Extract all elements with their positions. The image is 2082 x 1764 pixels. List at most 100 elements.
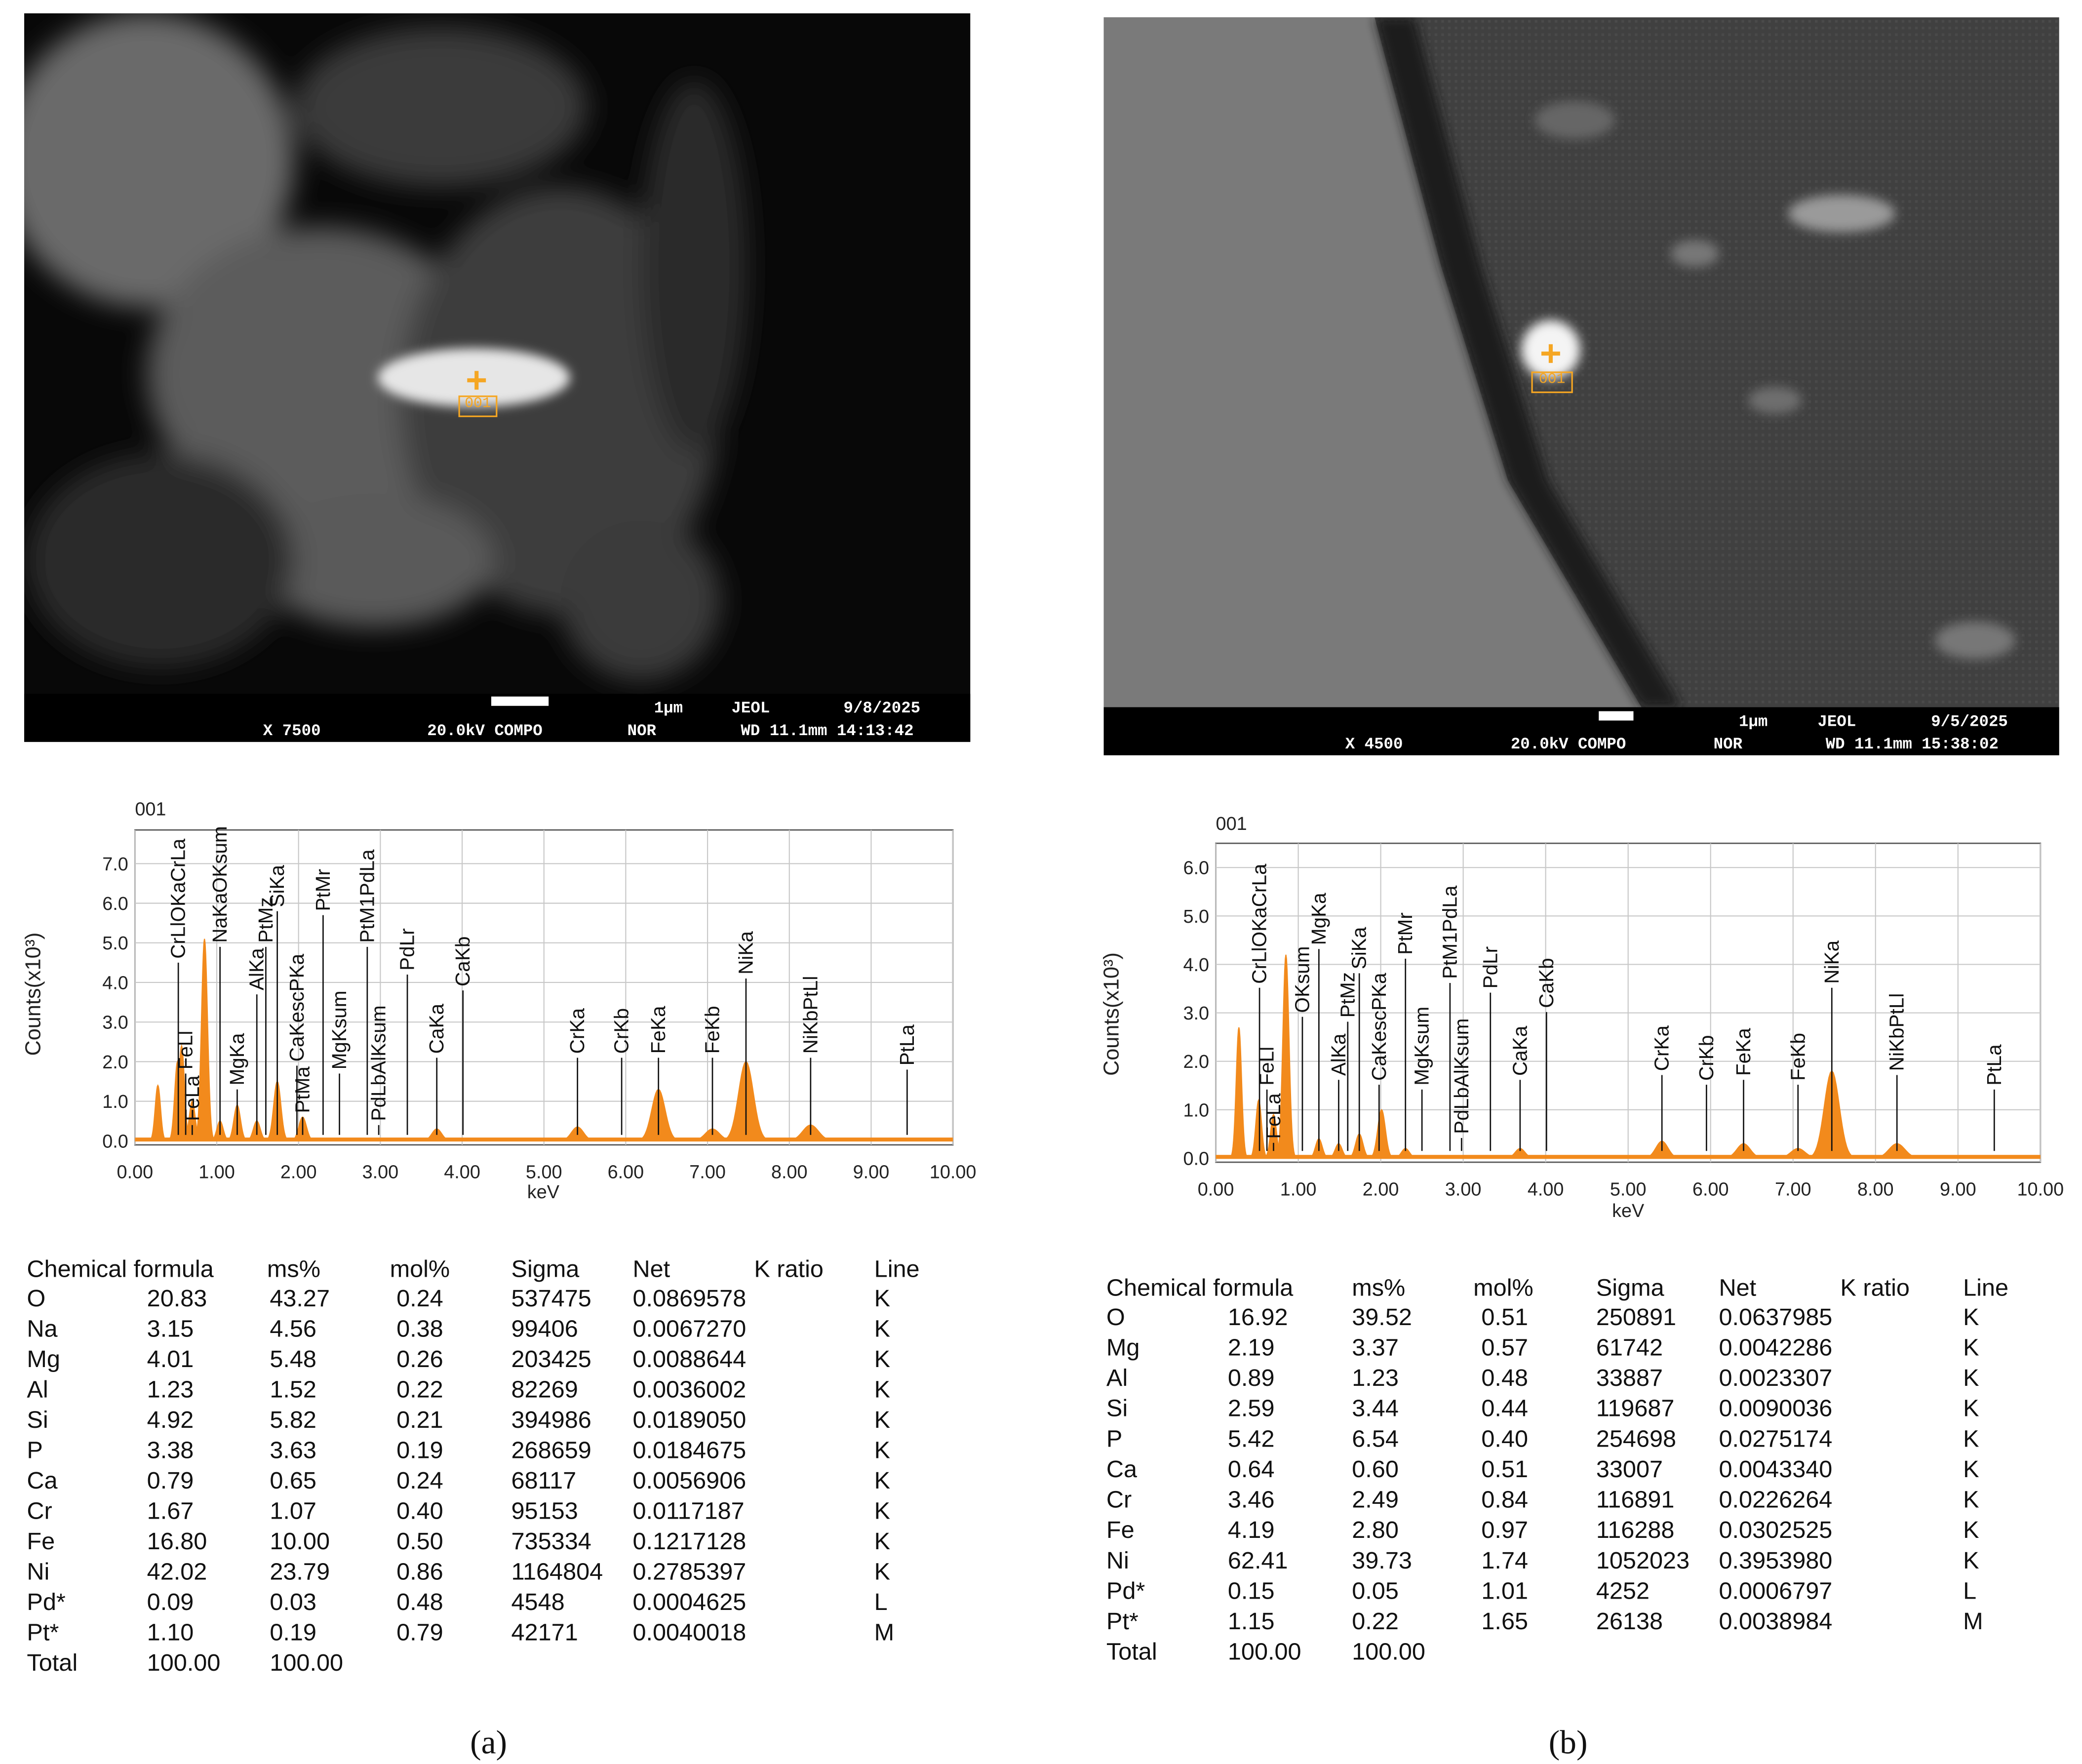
y-tick-label: 5.0 <box>1183 906 1209 927</box>
y-tick-label: 2.0 <box>1183 1052 1209 1072</box>
table-header: Line <box>874 1256 920 1283</box>
table-cell: 0.0038984 <box>1719 1608 1832 1635</box>
table-cell: 394986 <box>511 1407 591 1433</box>
table-cell: Cr <box>1106 1487 1132 1513</box>
peak-label: CrKb <box>1695 1035 1718 1081</box>
table-cell: 0.79 <box>396 1619 443 1646</box>
table-cell: 735334 <box>511 1528 591 1555</box>
sem-image-a <box>24 13 971 742</box>
table-cell: 0.0117187 <box>632 1497 744 1524</box>
table-cell: 1052023 <box>1596 1547 1689 1574</box>
table-cell: 0.0090036 <box>1719 1395 1832 1422</box>
table-cell: 99406 <box>511 1315 578 1342</box>
peak-label: CrKa <box>1650 1025 1673 1071</box>
table-cell: Cr <box>27 1497 52 1524</box>
peak-label: FeKb <box>701 1006 724 1054</box>
y-tick-label: 0.0 <box>1183 1148 1209 1169</box>
x-tick-label: 10.00 <box>2017 1179 2064 1200</box>
table-cell: Ni <box>27 1558 49 1585</box>
table-cell: Fe <box>27 1528 55 1555</box>
table-cell: 42171 <box>511 1619 578 1646</box>
sem-info: X 7500 <box>263 722 321 740</box>
table-cell: 0.48 <box>1481 1365 1528 1391</box>
peak-label: PtMr <box>312 869 334 911</box>
table-header: Sigma <box>1596 1274 1665 1301</box>
table-cell: 16.92 <box>1228 1304 1288 1331</box>
table-cell: 20.83 <box>147 1285 207 1312</box>
table-cell: 0.38 <box>396 1315 443 1342</box>
table-cell: K <box>1963 1395 1979 1422</box>
table-cell: 0.0189050 <box>632 1407 746 1433</box>
y-tick-label: 4.0 <box>1183 955 1209 976</box>
peak-label: FeKa <box>647 1006 669 1054</box>
table-cell: Pd* <box>1106 1577 1145 1604</box>
y-tick-label: 7.0 <box>102 854 128 875</box>
table-header: Line <box>1963 1274 2008 1301</box>
caption: (b) <box>1549 1724 1588 1761</box>
table-cell: 0.05 <box>1352 1577 1399 1604</box>
table-cell: Ca <box>27 1467 58 1494</box>
y-tick-label: 1.0 <box>1183 1100 1209 1121</box>
peak-label: PtM1PdLa <box>1438 885 1461 979</box>
table-cell: Ca <box>1106 1456 1138 1483</box>
peak-label: PdLbAlKsum <box>1450 1019 1473 1134</box>
table-cell: K <box>1963 1304 1979 1331</box>
table-cell: 33007 <box>1596 1456 1663 1483</box>
peak-label: CaKa <box>1508 1025 1531 1076</box>
table-cell: 0.57 <box>1481 1334 1528 1361</box>
table-cell: 116288 <box>1596 1517 1675 1543</box>
y-tick-label: 5.0 <box>102 933 128 954</box>
table-cell: 0.89 <box>1228 1365 1275 1391</box>
x-tick-label: 10.00 <box>930 1162 977 1183</box>
peak-label: PtMr <box>1394 912 1416 955</box>
table-cell: 6.54 <box>1352 1425 1399 1452</box>
table-cell: 4.19 <box>1228 1517 1275 1543</box>
table-cell: K <box>874 1437 890 1463</box>
table-cell: 0.84 <box>1481 1487 1528 1513</box>
table-cell: 0.0043340 <box>1719 1456 1832 1483</box>
y-tick-label: 6.0 <box>1183 858 1209 879</box>
table-cell: 116891 <box>1596 1487 1675 1513</box>
table-header: K ratio <box>1840 1274 1910 1301</box>
table-cell: 3.37 <box>1352 1334 1399 1361</box>
peak-label: CaKa <box>425 1003 448 1054</box>
table-cell: 0.2785397 <box>632 1558 746 1585</box>
table-cell: 1.74 <box>1481 1547 1528 1574</box>
table-cell: 268659 <box>511 1437 591 1463</box>
sem-point-label: 001 <box>1539 371 1566 388</box>
table-cell: Mg <box>27 1346 60 1372</box>
table-cell: K <box>874 1285 890 1312</box>
table-cell: 0.0088644 <box>632 1346 746 1372</box>
table-cell: K <box>874 1315 890 1342</box>
peak-label: NiKa <box>1820 940 1843 983</box>
table-cell: P <box>27 1437 42 1463</box>
x-tick-label: 6.00 <box>608 1162 644 1183</box>
table-cell: 0.0869578 <box>632 1285 746 1312</box>
sem-info: 1μm <box>1739 712 1768 731</box>
table-cell: Mg <box>1106 1334 1140 1361</box>
peak-label: AlKa <box>245 948 268 990</box>
table-cell: 68117 <box>511 1467 577 1494</box>
table-cell: 0.0006797 <box>1719 1577 1832 1604</box>
table-cell: 43.27 <box>270 1285 330 1312</box>
table-cell: O <box>1106 1304 1125 1331</box>
table-cell: 23.79 <box>270 1558 330 1585</box>
y-tick-label: 6.0 <box>102 894 128 914</box>
peak-label: PdLr <box>1479 946 1501 989</box>
table-cell: 100.00 <box>147 1649 221 1676</box>
table-cell: Pt* <box>27 1619 59 1646</box>
table-cell: Si <box>1106 1395 1128 1422</box>
x-tick-label: 5.00 <box>526 1162 562 1183</box>
sem-info: 9/5/2025 <box>1931 712 2008 731</box>
y-tick-label: 1.0 <box>102 1092 128 1112</box>
table-cell: 0.15 <box>1228 1577 1275 1604</box>
table-cell: Fe <box>1106 1517 1135 1543</box>
peak-label: NiKbPtLl <box>799 976 822 1054</box>
peak-label: NiKa <box>734 931 757 975</box>
x-axis-label: keV <box>527 1182 560 1203</box>
sem-info: 20.0kV COMPO <box>427 722 542 740</box>
sem-info: NOR <box>628 722 657 740</box>
table-cell: K <box>1963 1456 1979 1483</box>
